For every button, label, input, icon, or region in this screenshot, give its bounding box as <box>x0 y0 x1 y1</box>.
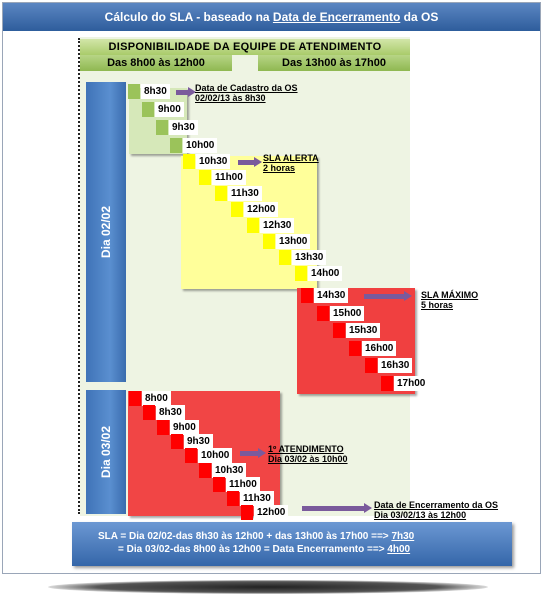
yellow-step-label: 12h00 <box>244 202 279 217</box>
day-label-2: Dia 03/02 <box>99 425 113 479</box>
red-day2-step-label: 11h30 <box>240 491 274 507</box>
red-day1-step-marker <box>381 376 393 391</box>
day-bar-2: Dia 03/02 <box>86 390 126 514</box>
red-day2-step-label: 8h00 <box>142 391 171 406</box>
note-maximo-2: 5 horas <box>421 300 454 310</box>
green-step-label: 9h00 <box>155 102 184 117</box>
yellow-step-label: 12h30 <box>260 218 295 233</box>
green-step-marker <box>170 138 182 153</box>
summary-line-1: SLA = Dia 02/02-das 8h30 às 12h00 + das … <box>98 531 392 542</box>
yellow-step-marker <box>215 186 227 201</box>
red-day2-step-marker <box>227 491 239 507</box>
red-day1-step-marker <box>301 288 313 303</box>
timeline-dotted-line <box>78 38 80 514</box>
note-atendimento-2: Dia 03/02 às 10h00 <box>268 454 348 464</box>
red-day1-step-marker <box>317 305 329 321</box>
day-bar-1: Dia 02/02 <box>86 82 126 382</box>
red-day2-step-label: 9h00 <box>170 419 199 435</box>
yellow-step-marker <box>199 170 211 185</box>
red-day1-step-label: 17h00 <box>394 376 429 391</box>
red-day2-step-label: 10h00 <box>198 448 233 464</box>
note-encerramento-1: Data de Encerramento da OS <box>374 500 499 510</box>
arrow-atendimento <box>240 448 266 458</box>
yellow-step-marker <box>183 154 195 169</box>
availability-morning: Das 8h00 às 12h00 <box>80 55 232 71</box>
green-step-label: 10h00 <box>183 138 218 153</box>
arrow-maximo <box>364 291 412 301</box>
yellow-step-label: 10h30 <box>196 154 231 169</box>
title-link: Data de Encerramento <box>272 10 401 24</box>
yellow-step-label: 13h00 <box>276 234 311 249</box>
yellow-step-marker <box>247 218 259 233</box>
green-step-marker <box>142 102 154 117</box>
red-day1-step-label: 15h00 <box>330 305 365 321</box>
note-alerta-1: SLA ALERTA <box>263 153 319 163</box>
red-day2-step-marker <box>199 462 211 478</box>
sla-summary: SLA = Dia 02/02-das 8h30 às 12h00 + das … <box>72 522 512 566</box>
summary-line-2: = Dia 03/02-das 8h00 às 12h00 = Data Enc… <box>118 544 388 555</box>
day-label-1: Dia 02/02 <box>99 205 113 259</box>
green-step-marker <box>128 84 140 99</box>
floor-shadow <box>48 580 488 594</box>
title-suffix: da OS <box>400 10 439 24</box>
red-day1-step-label: 14h30 <box>314 288 349 303</box>
red-day1-step-marker <box>349 340 361 356</box>
red-day1-step-label: 16h30 <box>378 358 413 374</box>
note-cadastro-2: 02/02/13 às 8h30 <box>195 93 266 103</box>
yellow-step-marker <box>279 250 291 265</box>
yellow-step-label: 13h30 <box>292 250 327 265</box>
red-day2-step-marker <box>171 433 183 449</box>
yellow-step-marker <box>263 234 275 249</box>
arrow-cadastro <box>176 87 196 97</box>
availability-afternoon: Das 13h00 às 17h00 <box>258 55 410 71</box>
red-day1-step-label: 16h00 <box>362 340 397 356</box>
note-atendimento-1: 1º ATENDIMENTO <box>268 444 344 454</box>
yellow-step-label: 11h30 <box>228 186 262 201</box>
red-day2-step-label: 9h30 <box>184 433 213 449</box>
yellow-step-marker <box>231 202 243 217</box>
arrow-encerramento <box>302 503 372 513</box>
red-day2-step-label: 10h30 <box>212 462 247 478</box>
red-day2-step-label: 12h00 <box>254 505 289 521</box>
summary-result-1: 7h30 <box>391 531 415 542</box>
note-alerta-2: 2 horas <box>263 163 296 173</box>
red-day1-step-label: 15h30 <box>346 323 381 339</box>
red-day2-step-marker <box>185 448 197 464</box>
note-maximo-1: SLA MÁXIMO <box>421 290 479 300</box>
note-encerramento-2: Dia 03/02/13 às 12h00 <box>374 510 467 520</box>
summary-result-2: 4h00 <box>387 544 411 555</box>
diagram-title: Cálculo do SLA - baseado na Data de Ence… <box>3 3 540 31</box>
title-prefix: Cálculo do SLA - baseado na <box>104 10 273 24</box>
red-day2-step-marker <box>241 505 253 521</box>
red-day2-step-label: 8h30 <box>156 405 185 421</box>
green-step-label: 9h30 <box>169 120 198 135</box>
red-day2-step-label: 11h00 <box>226 476 260 492</box>
red-day2-step-marker <box>213 476 225 492</box>
yellow-step-label: 11h00 <box>212 170 246 185</box>
green-step-marker <box>156 120 168 135</box>
note-cadastro-1: Data de Cadastro da OS <box>195 83 298 93</box>
red-day1-step-marker <box>333 323 345 339</box>
green-step-label: 8h30 <box>141 84 170 99</box>
red-day2-step-marker <box>129 391 141 406</box>
yellow-step-label: 14h00 <box>308 266 343 281</box>
yellow-step-marker <box>295 266 307 281</box>
availability-title: DISPONIBILIDADE DA EQUIPE DE ATENDIMENTO <box>80 39 410 55</box>
red-day2-step-marker <box>143 405 155 421</box>
red-day1-step-marker <box>365 358 377 374</box>
red-day2-step-marker <box>157 419 169 435</box>
arrow-alerta <box>238 157 262 167</box>
